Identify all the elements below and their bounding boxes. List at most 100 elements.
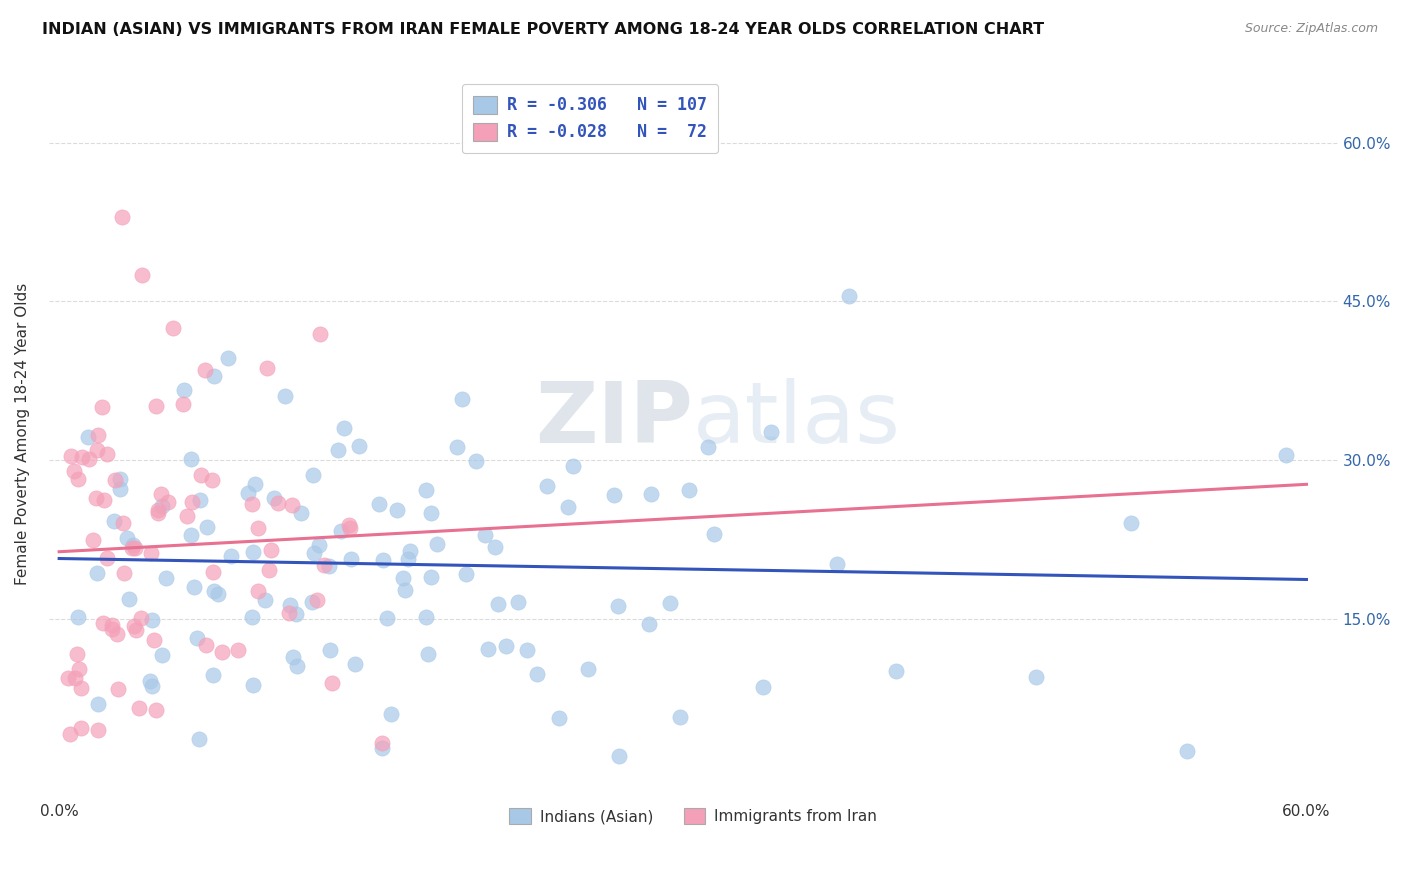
Point — [495, 639, 517, 653]
Point — [63, 671, 86, 685]
Point — [172, 397, 194, 411]
Point — [91, 400, 114, 414]
Text: Source: ZipAtlas.com: Source: ZipAtlas.com — [1244, 22, 1378, 36]
Point — [419, 506, 441, 520]
Point — [312, 558, 335, 572]
Point — [1175, 743, 1198, 757]
Point — [148, 503, 170, 517]
Point — [219, 549, 242, 563]
Point — [638, 616, 661, 631]
Point — [155, 571, 177, 585]
Point — [484, 541, 506, 555]
Point — [337, 517, 360, 532]
Point — [825, 557, 848, 571]
Point — [838, 289, 860, 303]
Point — [195, 520, 218, 534]
Point — [176, 508, 198, 523]
Point — [202, 584, 225, 599]
Point — [454, 567, 477, 582]
Point — [110, 472, 132, 486]
Legend: Indians (Asian), Immigrants from Iran: Indians (Asian), Immigrants from Iran — [499, 797, 887, 835]
Point — [884, 664, 907, 678]
Point — [283, 649, 305, 664]
Point — [367, 497, 389, 511]
Point — [145, 703, 167, 717]
Point — [240, 609, 263, 624]
Point — [256, 361, 278, 376]
Point — [60, 450, 83, 464]
Point — [333, 421, 356, 435]
Point — [125, 623, 148, 637]
Point — [536, 479, 558, 493]
Point — [91, 616, 114, 631]
Point — [211, 644, 233, 658]
Point — [486, 597, 509, 611]
Point — [263, 491, 285, 506]
Point — [149, 486, 172, 500]
Point — [640, 487, 662, 501]
Point — [242, 545, 264, 559]
Point — [349, 439, 371, 453]
Point — [66, 647, 89, 661]
Point — [121, 541, 143, 556]
Point — [446, 440, 468, 454]
Point — [111, 516, 134, 530]
Point — [202, 565, 225, 579]
Point — [201, 668, 224, 682]
Point — [84, 491, 107, 505]
Point — [101, 622, 124, 636]
Point — [477, 641, 499, 656]
Point — [419, 570, 441, 584]
Point — [236, 486, 259, 500]
Point — [526, 667, 548, 681]
Point — [751, 680, 773, 694]
Point — [319, 643, 342, 657]
Point — [548, 711, 571, 725]
Point — [121, 539, 143, 553]
Point — [190, 468, 212, 483]
Point — [186, 631, 208, 645]
Point — [72, 450, 94, 464]
Point — [254, 592, 277, 607]
Text: ZIP: ZIP — [536, 377, 693, 460]
Point — [274, 389, 297, 403]
Point — [96, 447, 118, 461]
Point — [277, 606, 299, 620]
Point — [118, 591, 141, 606]
Point — [207, 587, 229, 601]
Point — [607, 599, 630, 613]
Point — [180, 451, 202, 466]
Point — [146, 506, 169, 520]
Point — [86, 566, 108, 580]
Point — [70, 721, 93, 735]
Point — [659, 596, 682, 610]
Point — [1119, 516, 1142, 531]
Point — [107, 681, 129, 696]
Point — [115, 531, 138, 545]
Point — [280, 598, 302, 612]
Point — [67, 472, 90, 486]
Point — [183, 580, 205, 594]
Point — [141, 679, 163, 693]
Point — [267, 496, 290, 510]
Point — [339, 521, 361, 535]
Point — [415, 483, 437, 497]
Point — [110, 482, 132, 496]
Point — [375, 610, 398, 624]
Point — [114, 566, 136, 580]
Point — [392, 570, 415, 584]
Point — [697, 440, 720, 454]
Point — [371, 740, 394, 755]
Point — [150, 648, 173, 663]
Point — [240, 497, 263, 511]
Point — [141, 613, 163, 627]
Point — [557, 500, 579, 514]
Point — [308, 538, 330, 552]
Point — [105, 627, 128, 641]
Point — [129, 611, 152, 625]
Point — [247, 521, 270, 535]
Text: INDIAN (ASIAN) VS IMMIGRANTS FROM IRAN FEMALE POVERTY AMONG 18-24 YEAR OLDS CORR: INDIAN (ASIAN) VS IMMIGRANTS FROM IRAN F… — [42, 22, 1045, 37]
Text: atlas: atlas — [693, 377, 901, 460]
Point — [318, 559, 340, 574]
Point — [285, 607, 308, 622]
